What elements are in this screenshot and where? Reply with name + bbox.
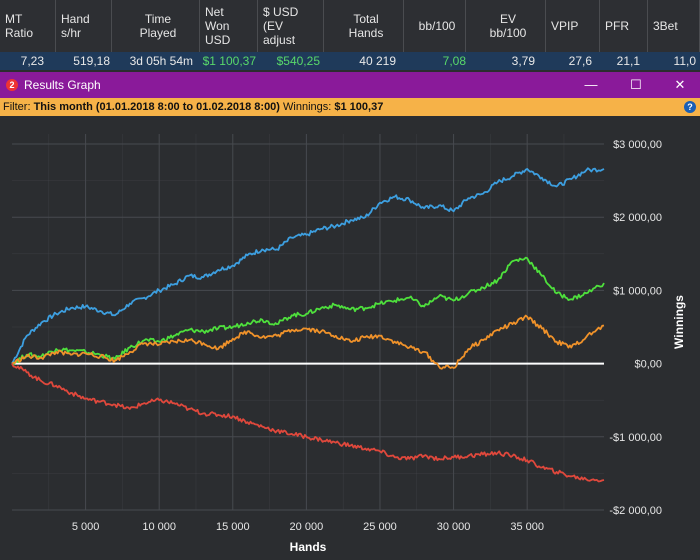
header-label-line: $ USD — [263, 5, 299, 19]
stat-value-hand-shr: 519,18 — [73, 54, 110, 68]
column-header-hand-shr[interactable]: Hand s/hr — [56, 0, 112, 52]
window-title: Results Graph — [24, 78, 101, 92]
header-label-line: Total — [353, 12, 379, 26]
header-label-line: adjust — [263, 33, 296, 47]
y-tick-label: $2 000,00 — [613, 212, 662, 224]
x-axis-label: Hands — [290, 540, 327, 554]
header-label-line: USD — [205, 33, 231, 47]
header-label-line: s/hr — [61, 26, 82, 40]
column-header-threebet[interactable]: 3Bet — [648, 0, 700, 52]
header-label-line: Won — [205, 19, 230, 33]
stat-value-ev-bb100: 3,79 — [511, 54, 535, 68]
x-tick-label: 10 000 — [142, 521, 176, 533]
column-header-pfr[interactable]: PFR — [600, 0, 648, 52]
stats-table: MT Ratio Hand s/hr Time Played Net Won USD $ USD(… — [0, 0, 700, 70]
column-header-bb100[interactable]: bb/100 — [404, 0, 466, 52]
column-header-total-hands[interactable]: Total Hands — [324, 0, 404, 52]
column-header-net-won[interactable]: Net Won USD — [200, 0, 258, 52]
maximize-button[interactable]: ☐ — [630, 77, 642, 92]
x-tick-label: 35 000 — [510, 521, 544, 533]
x-tick-label: 25 000 — [363, 521, 397, 533]
help-icon[interactable]: ? — [684, 101, 696, 113]
stats-values-row: 7,23 519,18 3d 05h 54m $1 100,37 $540,25 40 2… — [0, 52, 700, 70]
winnings-label: Winnings: — [279, 101, 335, 113]
filter-prefix: Filter: — [3, 101, 34, 113]
header-label-line: Hand — [61, 12, 90, 26]
header-label-line: Net — [205, 5, 224, 19]
header-label-line: PFR — [605, 19, 629, 33]
app-badge-icon: 2 — [6, 79, 18, 91]
header-label-line: bb/100 — [489, 26, 527, 40]
winnings-value: $1 100,37 — [334, 101, 384, 113]
column-header-ev-bb100[interactable]: EV bb/100 — [466, 0, 546, 52]
column-header-ev-adjust[interactable]: $ USD (EV adjust — [258, 0, 324, 52]
series-line-blue — [11, 167, 605, 365]
series-line-red — [11, 363, 605, 483]
y-tick-label: -$1 000,00 — [609, 432, 662, 444]
series-line-orange — [11, 314, 605, 370]
header-label-line: Ratio — [5, 26, 34, 40]
close-button[interactable]: ✕ — [674, 77, 686, 92]
header-label-line: Time — [144, 12, 172, 26]
x-tick-label: 30 000 — [437, 521, 471, 533]
header-label-line: bb/100 — [418, 19, 456, 33]
header-label-line: EV — [499, 12, 516, 26]
header-label-line: MT — [5, 12, 23, 26]
header-label-line: VPIP — [551, 19, 579, 33]
y-tick-label: $1 000,00 — [613, 285, 662, 297]
stat-value-threebet: 11,0 — [673, 54, 696, 68]
stat-value-vpip: 27,6 — [568, 54, 592, 68]
results-graph-titlebar[interactable]: 2 Results Graph — ☐ ✕ — [0, 72, 700, 98]
header-label-line: (EV — [263, 19, 284, 33]
stat-value-time-played: 3d 05h 54m — [129, 54, 193, 68]
header-label-line: 3Bet — [653, 19, 678, 33]
header-label-line: Hands — [348, 26, 384, 40]
filter-period: This month (01.01.2018 8:00 to 01.02.201… — [33, 101, 280, 113]
x-tick-label: 20 000 — [290, 521, 324, 533]
stat-value-ev-adjust: $540,25 — [276, 54, 320, 68]
y-tick-label: -$2 000,00 — [609, 505, 662, 517]
column-header-time-played[interactable]: Time Played — [112, 0, 200, 52]
stat-value-bb100: 7,08 — [442, 54, 466, 68]
x-tick-label: 15 000 — [216, 521, 250, 533]
stat-value-net-won: $1 100,37 — [202, 54, 256, 68]
x-tick-label: 5 000 — [72, 521, 100, 533]
column-header-vpip[interactable]: VPIP — [546, 0, 600, 52]
column-header-mt-ratio[interactable]: MT Ratio — [0, 0, 56, 52]
header-label-line: Played — [139, 26, 177, 40]
stat-value-mt-ratio: 7,23 — [20, 54, 44, 68]
results-chart: $3 000,00 $2 000,00 $1 000,00 $0,00 -$1 000,… — [11, 134, 686, 554]
filter-bar: Filter: This month (01.01.2018 8:00 to 0… — [0, 98, 700, 116]
y-tick-label: $0,00 — [634, 359, 662, 371]
series-line-green — [11, 256, 605, 366]
stat-value-pfr: 21,1 — [616, 54, 640, 68]
minimize-button[interactable]: — — [584, 77, 598, 92]
y-axis-label: Winnings — [672, 295, 686, 349]
y-tick-label: $3 000,00 — [613, 139, 662, 151]
stat-value-total-hands: 40 219 — [359, 54, 396, 68]
